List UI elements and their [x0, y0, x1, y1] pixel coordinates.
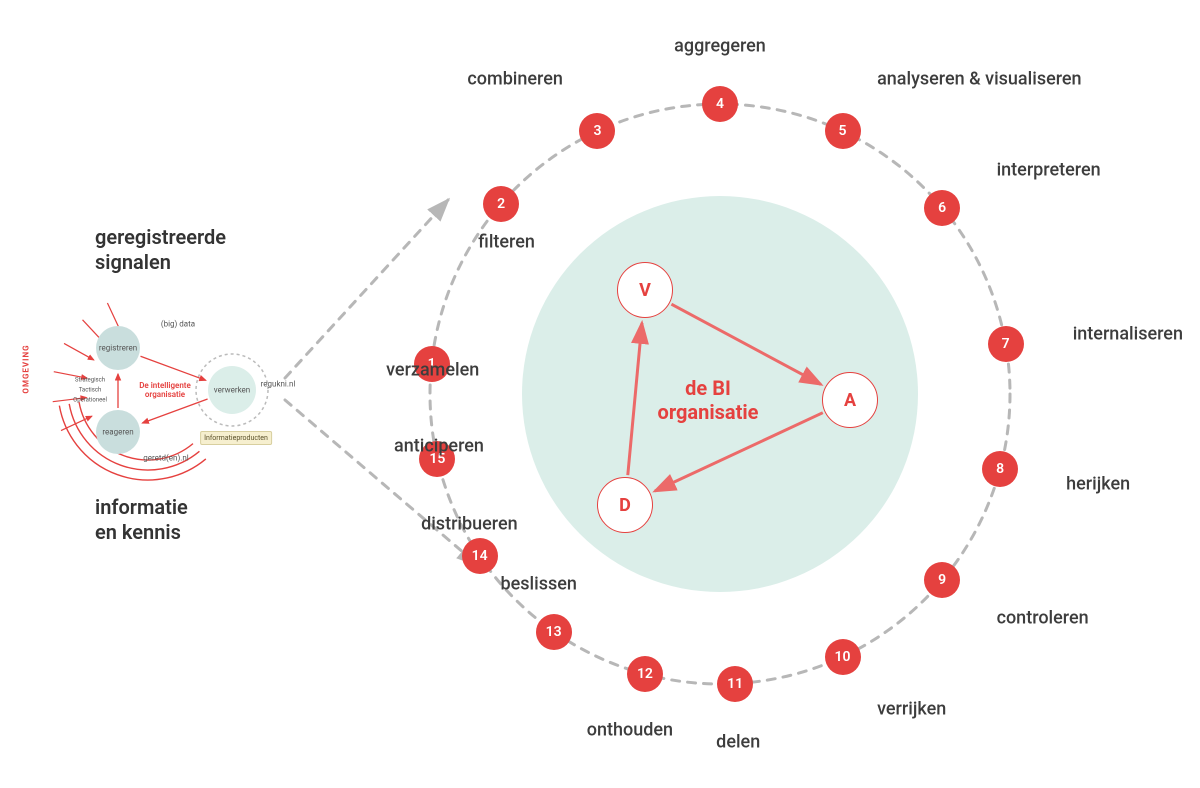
left-title-top-line2: signalen: [95, 250, 171, 274]
ring-label-9: controleren: [997, 607, 1089, 628]
ring-node-11: 11: [717, 666, 753, 702]
mini-center-label-line1: De intelligente: [139, 381, 191, 390]
mini-center-label: De intelligente organisatie: [139, 381, 191, 399]
mini-label-verwerken: verwerken: [214, 386, 250, 395]
ring-node-7: 7: [988, 326, 1024, 362]
ring-node-number: 3: [593, 123, 601, 139]
mini-center-label-line2: organisatie: [145, 390, 185, 399]
mini-col-label-0: Strategisch: [75, 377, 105, 384]
center-title: de BI organisatie: [658, 376, 759, 424]
mini-label-reageren: reageren: [102, 428, 133, 437]
ring-node-number: 8: [996, 461, 1004, 477]
ring-node-9: 9: [924, 562, 960, 598]
ring-label-6: interpreteren: [997, 160, 1101, 181]
ring-node-number: 10: [835, 649, 851, 665]
left-title-bottom-line2: en kennis: [95, 520, 181, 544]
ring-label-12: onthouden: [587, 720, 673, 741]
ring-label-3: combineren: [467, 68, 563, 89]
ring-label-2: filteren: [478, 231, 535, 252]
triangle-node-v: V: [617, 262, 673, 318]
mini-side-label: OMGEVING: [22, 344, 31, 393]
ring-node-number: 12: [637, 666, 653, 682]
mini-badge: Informatieproducten: [200, 431, 272, 445]
triangle-node-d: D: [597, 477, 653, 533]
triangle-letter-d: D: [619, 495, 631, 516]
triangle-letter-a: A: [844, 390, 856, 411]
ring-node-10: 10: [825, 639, 861, 675]
ring-node-6: 6: [924, 190, 960, 226]
left-title-top-line1: geregistreerde: [95, 225, 226, 249]
ring-node-number: 5: [839, 123, 847, 139]
ring-label-8: herijken: [1066, 474, 1130, 495]
ring-node-14: 14: [462, 538, 498, 574]
ring-node-number: 13: [546, 624, 562, 640]
ring-label-13: beslissen: [501, 574, 577, 595]
mini-col-label-2: Operationeel: [73, 397, 107, 404]
ring-label-7: internaliseren: [1073, 323, 1183, 344]
ring-label-1: verzamelen: [386, 359, 479, 380]
left-title-bottom: informatie en kennis: [95, 495, 188, 545]
ring-node-number: 2: [497, 196, 505, 212]
center-title-line1: de BI: [685, 376, 731, 400]
ring-node-13: 13: [536, 614, 572, 650]
ring-node-12: 12: [627, 656, 663, 692]
ring-node-number: 9: [938, 572, 946, 588]
mini-small-label-top: (big) data: [161, 320, 195, 329]
center-title-line2: organisatie: [658, 400, 759, 424]
ring-node-number: 11: [727, 676, 743, 692]
ring-node-4: 4: [702, 86, 738, 122]
ring-node-2: 2: [483, 186, 519, 222]
triangle-node-a: A: [822, 372, 878, 428]
ring-node-number: 4: [716, 96, 724, 112]
left-title-top: geregistreerde signalen: [95, 225, 226, 275]
left-title-bottom-line1: informatie: [95, 495, 188, 519]
mini-diagram: OMGEVING registreren reageren verwerken …: [30, 318, 310, 468]
mini-small-label-right: regukni.nl: [261, 380, 296, 389]
ring-node-5: 5: [825, 113, 861, 149]
ring-node-8: 8: [982, 451, 1018, 487]
ring-node-number: 6: [938, 200, 946, 216]
ring-node-3: 3: [579, 113, 615, 149]
mini-label-registreren: registreren: [99, 344, 137, 353]
ring-node-number: 7: [1002, 336, 1010, 352]
ring-label-10: verrijken: [877, 699, 946, 720]
ring-label-15: anticiperen: [394, 436, 484, 457]
ring-label-4: aggregeren: [674, 36, 766, 57]
ring-label-5: analyseren & visualiseren: [877, 68, 1082, 89]
ring-label-11: delen: [716, 731, 760, 752]
mini-small-label-bottom: geretd(en).nl: [143, 454, 188, 463]
mini-col-label-1: Tactisch: [79, 387, 102, 394]
ring-node-number: 14: [472, 548, 488, 564]
triangle-letter-v: V: [639, 280, 651, 301]
ring-label-14: distribueren: [421, 513, 518, 534]
stage: de BI organisatie V A D 1verzamelen2filt…: [0, 0, 1200, 788]
